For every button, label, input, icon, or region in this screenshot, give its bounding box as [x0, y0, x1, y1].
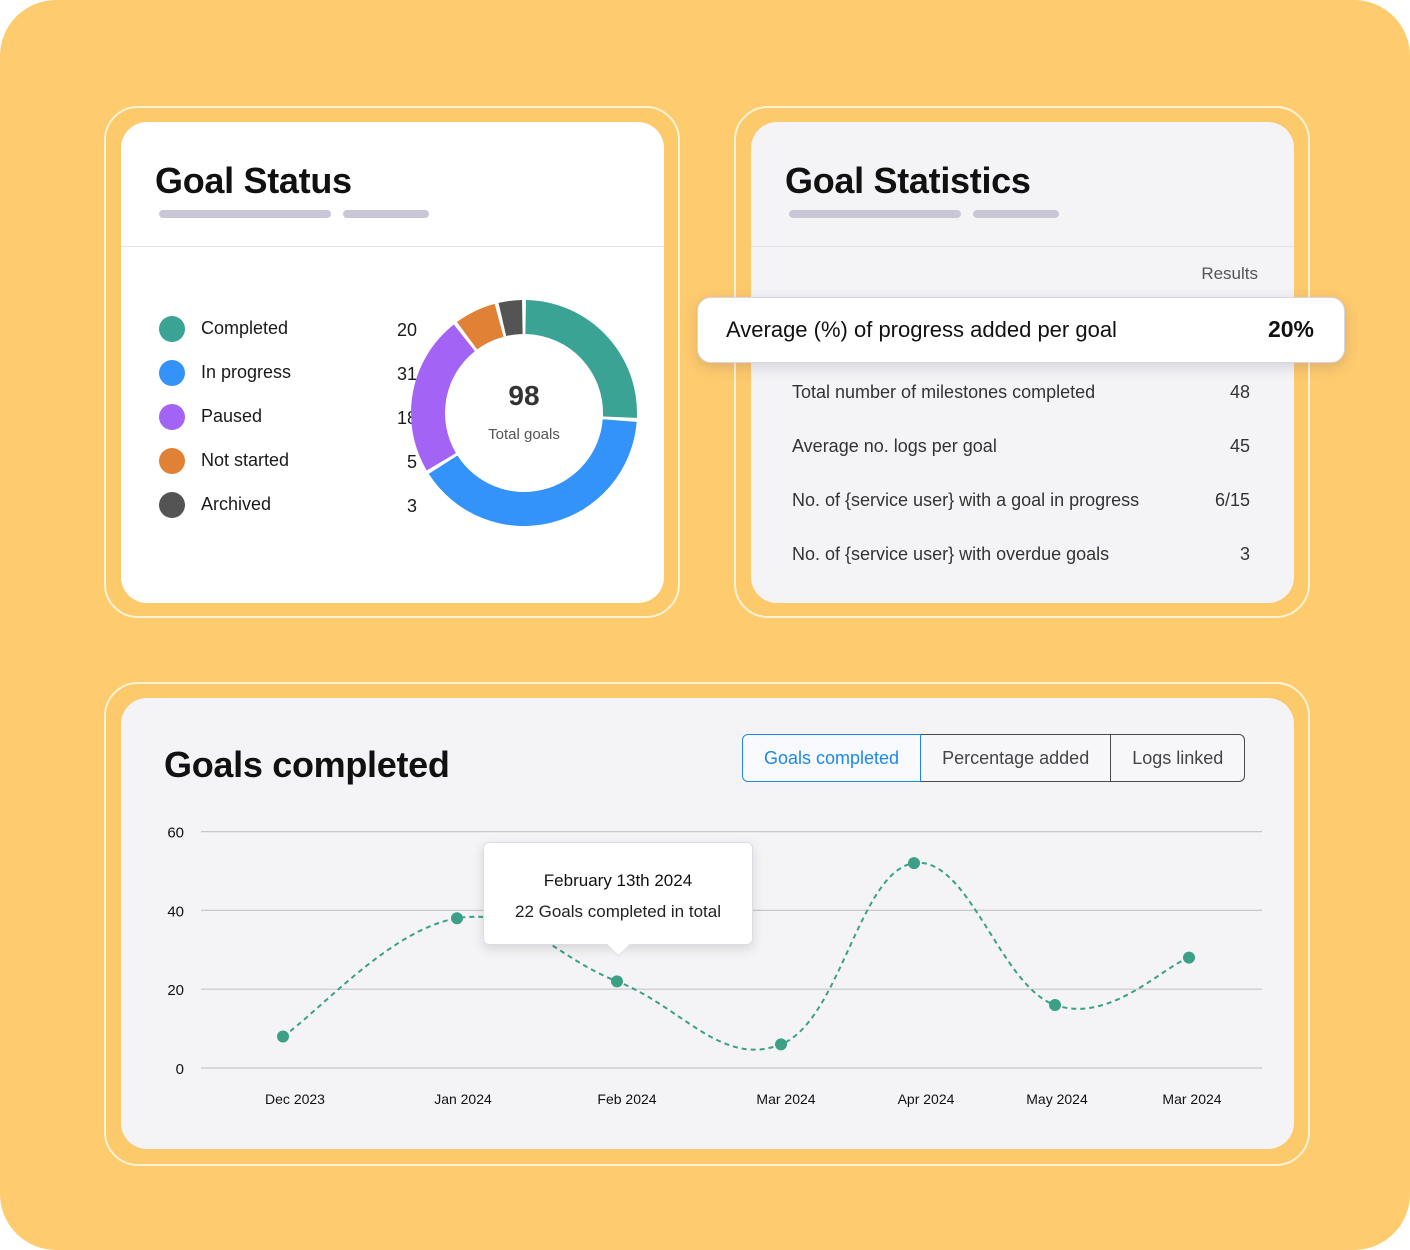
- stat-row: Average no. logs per goal 45: [792, 436, 1250, 460]
- tooltip-date: February 13th 2024: [543, 871, 693, 890]
- data-point[interactable]: [908, 857, 920, 870]
- x-tick-label: Mar 2024: [756, 1091, 815, 1107]
- title-placeholder-bar: [343, 210, 429, 218]
- goal-statistics-title: Goal Statistics: [785, 160, 1031, 201]
- title-placeholder-bar: [973, 210, 1059, 218]
- stat-value: 3: [1239, 544, 1250, 564]
- stat-label: Average no. logs per goal: [792, 436, 997, 456]
- chart-metric-tabs: Goals completed Percentage added Logs li…: [742, 734, 1246, 782]
- stat-label: No. of {service user} with a goal in pro…: [792, 490, 1140, 510]
- data-point[interactable]: [611, 975, 623, 988]
- stat-label: Total number of milestones completed: [792, 382, 1096, 402]
- stat-value: 48: [1229, 382, 1250, 402]
- stat-row: Total number of milestones completed 48: [792, 382, 1250, 406]
- donut-slice: [498, 300, 523, 337]
- legend-label: Archived: [201, 494, 272, 514]
- donut-total-label: Total goals: [488, 426, 560, 443]
- chart-tooltip: February 13th 2024 22 Goals completed in…: [483, 842, 753, 945]
- legend-color-dot: [159, 316, 185, 342]
- legend-color-dot: [159, 404, 185, 430]
- title-placeholder-bar: [159, 210, 331, 218]
- goal-status-donut-chart: [411, 300, 637, 526]
- legend-value: 20: [396, 320, 417, 340]
- legend-color-dot: [159, 360, 185, 386]
- tab-goals-completed[interactable]: Goals completed: [742, 734, 922, 782]
- stat-value: 45: [1229, 436, 1250, 456]
- highlighted-stat-label: Average (%) of progress added per goal: [726, 317, 1117, 342]
- legend-label: Completed: [201, 318, 289, 338]
- stat-label: No. of {service user} with overdue goals: [792, 544, 1110, 564]
- card-divider: [751, 246, 1294, 247]
- goal-status-title: Goal Status: [155, 160, 352, 201]
- data-point[interactable]: [1049, 998, 1061, 1011]
- legend-item: Paused 18: [159, 402, 417, 432]
- data-point[interactable]: [277, 1030, 289, 1043]
- legend-item: Completed 20: [159, 314, 417, 344]
- y-tick-label: 60: [167, 825, 184, 842]
- y-tick-label: 20: [167, 982, 184, 999]
- legend-value: 5: [406, 452, 417, 472]
- donut-total-value: 98: [508, 380, 540, 411]
- x-tick-label: Apr 2024: [898, 1091, 955, 1107]
- data-point[interactable]: [1183, 951, 1195, 964]
- legend-label: Not started: [201, 450, 290, 470]
- tab-percentage-added[interactable]: Percentage added: [920, 734, 1112, 782]
- card-divider: [121, 246, 664, 247]
- title-placeholder-bar: [789, 210, 961, 218]
- legend-item: Not started 5: [159, 446, 417, 476]
- y-tick-label: 0: [176, 1061, 184, 1078]
- goals-completed-card: 0 20 40 60 Dec 2023 Jan 2024 Feb 2024 Mar 2024 A…: [121, 698, 1294, 1149]
- stat-row: No. of {service user} with a goal in pro…: [792, 490, 1250, 514]
- donut-slice: [456, 303, 504, 350]
- donut-slice: [411, 324, 475, 471]
- goals-completed-title: Goals completed: [164, 744, 450, 785]
- stat-value: 6/15: [1214, 490, 1250, 510]
- legend-label: Paused: [201, 406, 263, 426]
- x-tick-label: Dec 2023: [265, 1091, 325, 1107]
- highlighted-stat-value: 20%: [1267, 316, 1314, 342]
- legend-item: Archived 3: [159, 490, 417, 520]
- tooltip-text: 22 Goals completed in total: [514, 902, 721, 921]
- goal-status-card: Goal Status Completed 20 In progress 31 Paus…: [121, 122, 664, 603]
- results-column-header: Results: [1201, 264, 1258, 283]
- data-point[interactable]: [451, 912, 463, 925]
- stat-row: No. of {service user} with overdue goals…: [792, 544, 1250, 568]
- x-tick-label: Feb 2024: [597, 1091, 656, 1107]
- legend-color-dot: [159, 448, 185, 474]
- y-tick-label: 40: [167, 903, 184, 920]
- data-point[interactable]: [775, 1038, 787, 1051]
- x-tick-label: Jan 2024: [434, 1091, 492, 1107]
- goals-completed-line-chart: 0 20 40 60 Dec 2023 Jan 2024 Feb 2024 Mar 2024 A…: [167, 825, 1262, 1107]
- legend-item: In progress 31: [159, 358, 417, 388]
- x-tick-label: May 2024: [1026, 1091, 1088, 1107]
- legend-color-dot: [159, 492, 185, 518]
- legend-value: 31: [396, 364, 417, 384]
- donut-slice: [525, 300, 637, 418]
- highlighted-stat-row: Average (%) of progress added per goal 2…: [697, 297, 1345, 363]
- x-tick-label: Mar 2024: [1162, 1091, 1221, 1107]
- legend-label: In progress: [201, 362, 292, 382]
- tab-logs-linked[interactable]: Logs linked: [1110, 734, 1246, 782]
- donut-slice: [428, 419, 637, 526]
- legend-value: 3: [406, 496, 417, 516]
